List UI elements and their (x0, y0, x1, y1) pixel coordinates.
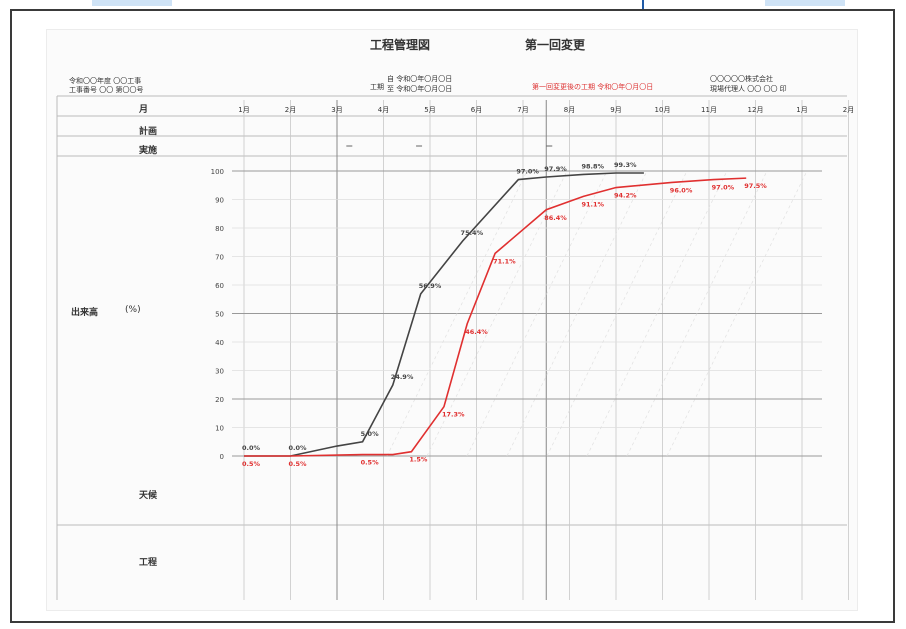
actual-row-label: 実施 (139, 146, 158, 156)
month-tick-label: 1月 (238, 106, 249, 114)
series-line-actual (244, 177, 747, 457)
data-label: 0.5% (289, 460, 308, 468)
y-tick-label: 30 (215, 368, 224, 376)
guide-line (386, 170, 528, 457)
progress-chart: 0 10 20 30 40 50 60 70 80 90 100 1月 2月 3月 4月 5月 6月 7月 8月 9月… (56, 95, 854, 600)
month-tick-label: 2月 (843, 106, 854, 114)
plan-row-label: 計画 (139, 127, 158, 137)
series-line-plan (244, 172, 644, 457)
doc-revision: 第一回変更 (525, 38, 586, 52)
month-tick-label: 4月 (378, 106, 389, 114)
guide-line (666, 170, 808, 457)
data-label: 0.0% (289, 444, 308, 452)
period-label: 工期 (370, 83, 384, 91)
yaxis-unit: (%) (125, 305, 141, 315)
data-label: 0.0% (242, 444, 261, 452)
yaxis-label: 出来高 (71, 308, 99, 318)
data-label: 24.9% (391, 373, 414, 381)
guide-line (466, 170, 608, 457)
process-row-label: 工程 (139, 558, 158, 568)
data-label: 17.3% (442, 411, 465, 419)
y-tick-label: 20 (215, 396, 224, 404)
right-line-2: 現場代理人 〇〇 〇〇 印 (710, 85, 787, 93)
guide-line (426, 170, 568, 457)
data-label: 97.5% (744, 182, 767, 190)
y-tick-label: 80 (215, 225, 224, 233)
data-label: 0.5% (361, 459, 380, 467)
data-label: 1.5% (409, 456, 428, 464)
period-line-1: 自 令和〇年〇月〇日 (387, 75, 453, 83)
month-tick-label: 6月 (471, 106, 482, 114)
guide-line (626, 170, 768, 457)
project-line-2: 工事番号 〇〇 第〇〇号 (69, 86, 144, 94)
y-tick-label: 50 (215, 311, 224, 319)
month-tick-label: 1月 (796, 106, 807, 114)
data-label: 75.4% (461, 229, 484, 237)
data-label: 86.4% (544, 214, 567, 222)
data-label: 91.1% (581, 200, 604, 208)
y-tick-label: 0 (220, 453, 224, 461)
document-page: 工程管理図 第一回変更 令和〇〇年度 〇〇工事 工事番号 〇〇 第〇〇号 工期 … (47, 30, 857, 610)
y-tick-label: 60 (215, 282, 224, 290)
y-tick-label: 90 (215, 197, 224, 205)
weather-row-label: 天候 (139, 491, 158, 501)
top-tab-right[interactable] (765, 0, 845, 6)
month-tick-label: 7月 (517, 106, 528, 114)
right-line-1: 〇〇〇〇〇株式会社 (710, 75, 773, 83)
y-tick-label: 70 (215, 254, 224, 262)
data-label: 98.8% (581, 162, 604, 170)
y-tick-label: 100 (211, 168, 224, 176)
month-tick-label: 8月 (564, 106, 575, 114)
month-tick-label: 11月 (701, 106, 717, 114)
data-label: 97.0% (712, 184, 735, 192)
data-label: 71.1% (493, 257, 516, 265)
data-label: 94.2% (614, 192, 637, 200)
month-tick-label: 9月 (610, 106, 621, 114)
y-tick-label: 40 (215, 339, 224, 347)
month-row-label: 月 (139, 105, 149, 115)
top-divider (642, 0, 644, 9)
guide-line (546, 170, 688, 457)
data-label: 46.4% (465, 328, 488, 336)
y-tick-label: 10 (215, 425, 224, 433)
top-tab-left[interactable] (92, 0, 172, 6)
data-label: 97.9% (544, 165, 567, 173)
month-tick-label: 2月 (285, 106, 296, 114)
change-note: 第一回変更後の工期 令和〇年〇月〇日 (532, 83, 654, 91)
project-line-1: 令和〇〇年度 〇〇工事 (69, 77, 142, 85)
data-label: 56.9% (419, 282, 442, 290)
guide-line (586, 170, 728, 457)
month-tick-label: 12月 (748, 106, 764, 114)
data-label: 99.3% (614, 161, 637, 169)
guide-line (506, 170, 648, 457)
top-strip (0, 0, 906, 9)
doc-title: 工程管理図 (370, 38, 431, 52)
month-tick-label: 5月 (424, 106, 435, 114)
data-label: 0.5% (242, 460, 261, 468)
data-label: 96.0% (670, 186, 693, 194)
month-tick-label: 3月 (331, 106, 342, 114)
data-label: 97.0% (516, 168, 539, 176)
period-line-2: 至 令和〇年〇月〇日 (387, 85, 453, 93)
data-label: 5.0% (361, 430, 380, 438)
month-tick-label: 10月 (655, 106, 671, 114)
